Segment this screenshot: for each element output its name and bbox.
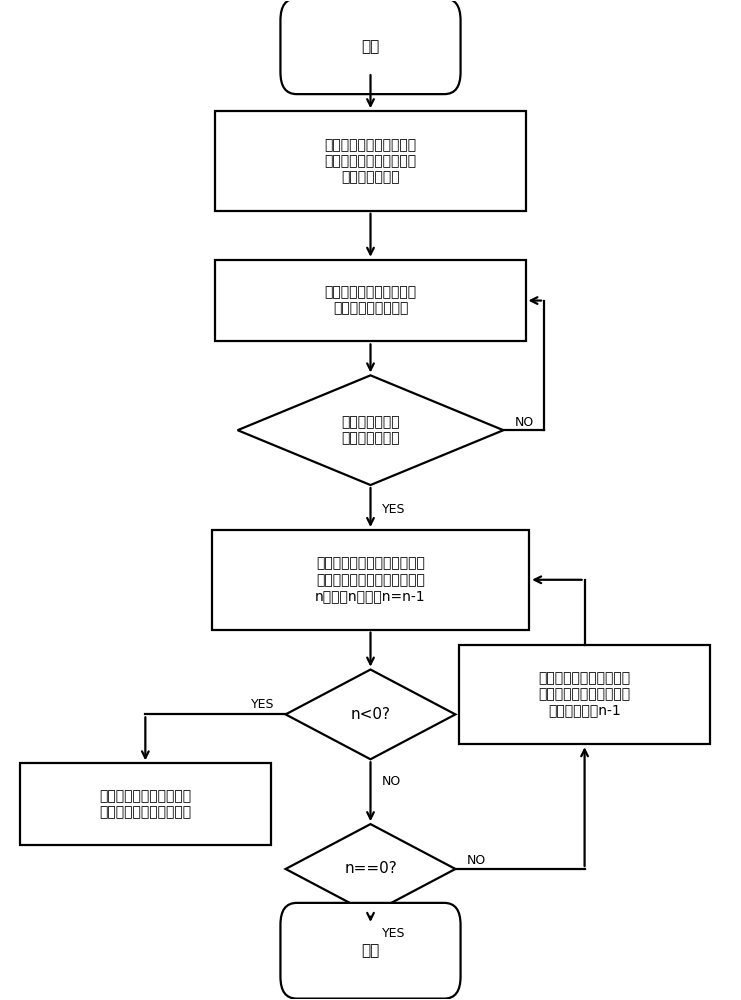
Text: 将进程执行体中的语句分
为当前状态语句集合和下
一状态语句集合: 将进程执行体中的语句分 为当前状态语句集合和下 一状态语句集合 — [325, 138, 416, 184]
Bar — [459, 645, 710, 744]
Text: NO: NO — [382, 775, 401, 788]
Bar — [216, 260, 525, 341]
Text: 解释器停止执行，提示用
户时序区间表达式错误。: 解释器停止执行，提示用 户时序区间表达式错误。 — [99, 789, 191, 819]
FancyBboxPatch shape — [280, 0, 461, 94]
Text: 执行进程执行体中当前状
态语句集合中的语句: 执行进程执行体中当前状 态语句集合中的语句 — [325, 285, 416, 316]
Text: 化简时序区间表达式，获取第
一个基本时序区间表达式的值
n，改变n的值，n=n-1: 化简时序区间表达式，获取第 一个基本时序区间表达式的值 n，改变n的值，n=n-… — [315, 557, 426, 603]
Text: 结束: 结束 — [362, 943, 379, 958]
Text: n<0?: n<0? — [350, 707, 391, 722]
Text: n==0?: n==0? — [344, 861, 397, 876]
Bar — [216, 111, 525, 211]
Polygon shape — [238, 375, 503, 485]
Text: 开始: 开始 — [362, 39, 379, 54]
Text: 跳转到下一状态，改变第
一个基本区间表达式的取
值，使其等于n-1: 跳转到下一状态，改变第 一个基本区间表达式的取 值，使其等于n-1 — [539, 671, 631, 718]
Polygon shape — [285, 824, 456, 914]
Text: NO: NO — [514, 416, 534, 429]
Polygon shape — [285, 670, 456, 759]
FancyBboxPatch shape — [280, 903, 461, 999]
Text: NO: NO — [467, 854, 485, 867]
Bar — [212, 530, 529, 630]
Text: 所有当前状态语
句都已经执行？: 所有当前状态语 句都已经执行？ — [341, 415, 400, 445]
Bar — [20, 763, 271, 845]
Text: YES: YES — [382, 927, 405, 940]
Text: YES: YES — [251, 698, 274, 711]
Text: YES: YES — [382, 503, 405, 516]
